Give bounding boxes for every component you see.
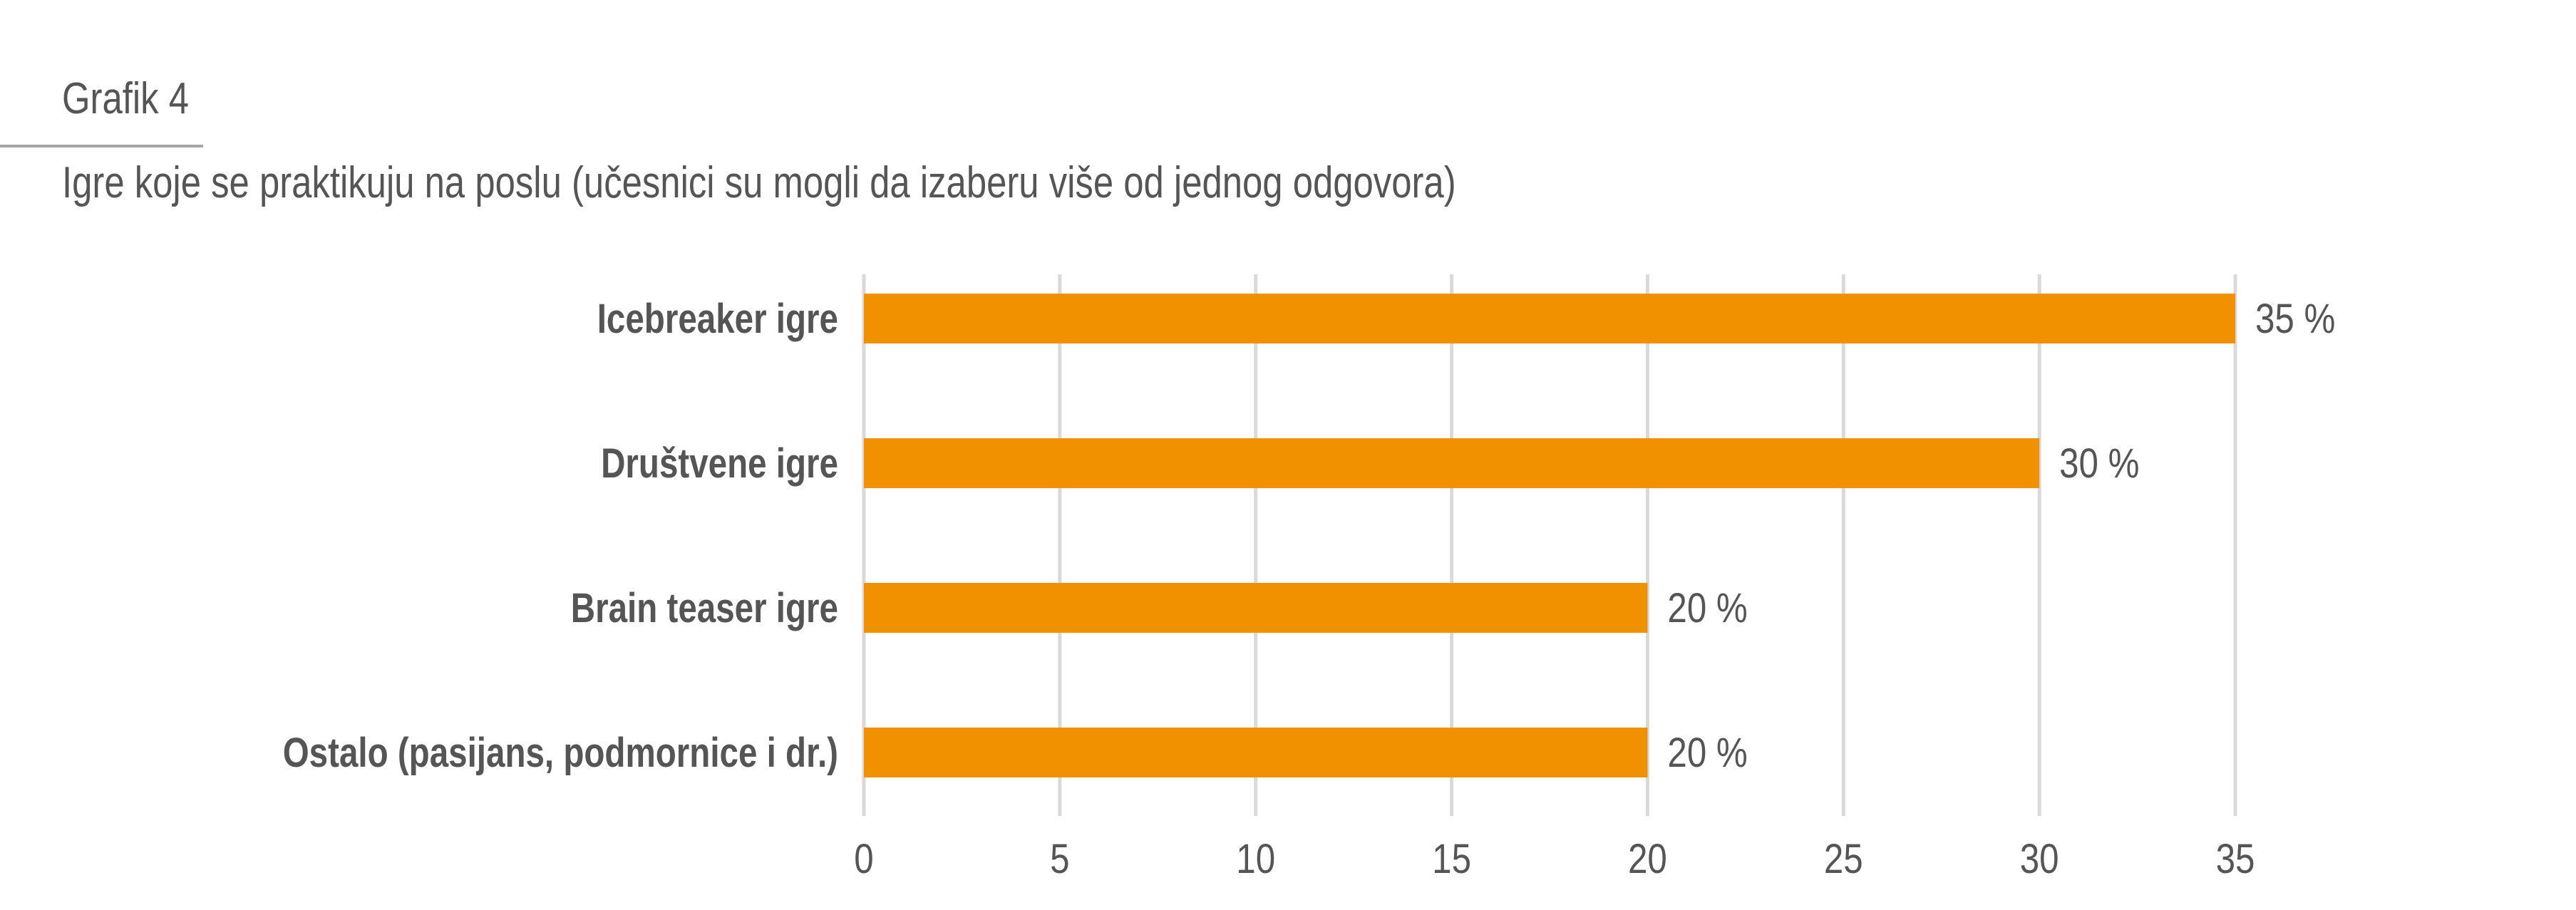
data-label: 20 % [1667, 730, 1747, 776]
x-axis-tick-labels: 0 5 10 15 20 25 30 35 [854, 836, 2255, 882]
bars [864, 294, 2235, 777]
x-tick-label: 0 [854, 836, 873, 882]
data-label: 35 % [2255, 296, 2335, 342]
x-tick-label: 30 [2020, 836, 2059, 882]
bar [864, 583, 1648, 633]
heading-rule [0, 145, 203, 148]
bar [864, 438, 2040, 488]
x-tick-label: 20 [1628, 836, 1667, 882]
category-labels: Icebreaker igre Društvene igre Brain tease… [283, 296, 838, 777]
category-label: Brain teaser igre [571, 586, 838, 632]
data-label: 30 % [2059, 440, 2139, 487]
category-label: Društvene igre [601, 441, 838, 487]
bar [864, 728, 1648, 777]
chart-subtitle: Igre koje se praktikuju na poslu (učesni… [62, 158, 1456, 207]
x-tick-label: 15 [1432, 836, 1471, 882]
gridlines [862, 274, 2237, 816]
x-tick-label: 35 [2216, 836, 2255, 882]
x-tick-label: 5 [1050, 836, 1069, 882]
category-label: Ostalo (pasijans, podmornice i dr.) [283, 730, 838, 777]
bar [864, 294, 2235, 343]
chart-heading: Grafik 4 [62, 74, 189, 123]
category-label: Icebreaker igre [597, 296, 838, 343]
data-label: 20 % [1667, 585, 1747, 631]
data-labels: 35 % 30 % 20 % 20 % [1667, 296, 2335, 776]
x-tick-label: 25 [1824, 836, 1863, 882]
x-tick-label: 10 [1236, 836, 1275, 882]
